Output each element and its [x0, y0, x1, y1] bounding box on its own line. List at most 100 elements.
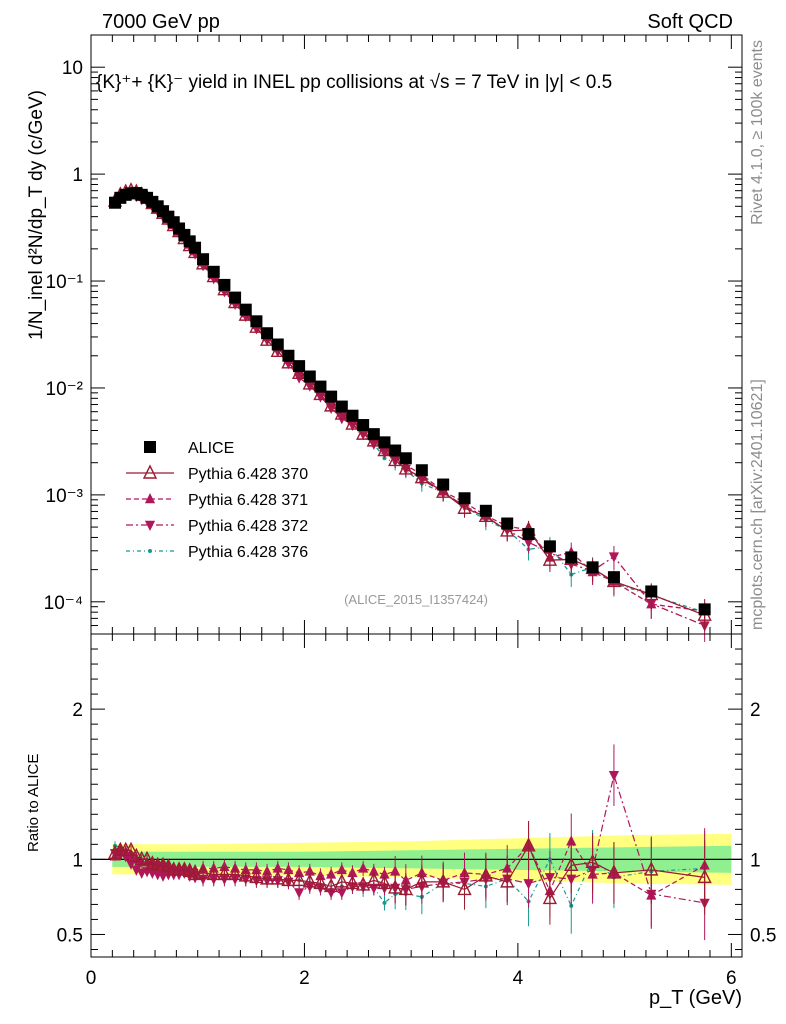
x-tick-label: 2: [299, 968, 310, 989]
ratio-point: [294, 888, 305, 899]
data-point: [189, 241, 202, 254]
data-point: [197, 253, 210, 266]
data-point: [218, 278, 231, 291]
data-point: [229, 291, 242, 304]
data-point: [500, 522, 515, 537]
data-point: [239, 303, 252, 316]
data-point: [522, 528, 535, 541]
x-axis-title: p_T (GeV): [649, 987, 742, 1009]
ratio-point: [377, 874, 392, 890]
ratio-point: [139, 850, 155, 866]
data-point: [291, 364, 307, 380]
data-point: [586, 561, 599, 574]
data-point: [565, 551, 578, 564]
ratio-point: [302, 873, 317, 888]
data-point: [357, 419, 370, 432]
ratio-y-axis-title: Ratio to ALICE: [25, 754, 42, 852]
legend-label: Pythia 6.428 376: [188, 544, 308, 561]
ratio-y-tick-label-right: 2: [750, 700, 761, 721]
main-panel: 10⁻⁴ 10⁻³ 10⁻² 10⁻¹ 1 10 {K}⁺+ {K}⁻ yield in …: [26, 34, 743, 642]
data-point: [437, 478, 450, 491]
ratio-point: [521, 837, 536, 852]
ratio-point: [123, 841, 139, 857]
data-point: [293, 360, 306, 373]
legend-marker: [144, 441, 156, 453]
ratio-point: [608, 771, 620, 782]
ratio-point: [523, 879, 534, 890]
ratio-point: [356, 876, 371, 891]
plot-title: {K}⁺+ {K}⁻ yield in INEL pp collisions a…: [96, 72, 612, 93]
y-axis-title-text: 1/N_inel d²N/dp_T dy (c/GeV): [26, 90, 47, 340]
mcplots-label: mcplots.cern.ch [arXiv:2401.10621]: [749, 379, 766, 630]
ratio-point: [390, 865, 401, 876]
ratio-point: [500, 873, 515, 888]
y-tick-label: 10⁻⁴: [44, 593, 83, 614]
data-point: [398, 460, 413, 475]
data-point: [356, 425, 371, 440]
legend-label: Pythia 6.428 372: [188, 518, 308, 535]
ratio-point: [366, 871, 381, 887]
ratio-axes: 0.5 0.5 1 1 2 2 0 2 4 6: [57, 634, 776, 989]
legend-marker: [144, 520, 156, 531]
ratio-point: [195, 864, 211, 879]
ratio-point: [382, 900, 387, 905]
data-point: [334, 405, 349, 420]
ratio-point: [345, 874, 360, 890]
ratio-point: [542, 889, 558, 905]
ratio-point: [259, 870, 275, 885]
rivet-label: Rivet 4.1.0, ≥ 100k events: [749, 40, 766, 225]
legend-marker: [142, 464, 158, 479]
ratio-y-tick-label: 0.5: [57, 925, 83, 946]
ratio-point: [270, 870, 285, 885]
data-point: [325, 390, 338, 403]
data-point: [608, 552, 620, 563]
data-point: [281, 354, 296, 369]
ratio-point: [182, 862, 197, 878]
ratio-point: [107, 844, 123, 860]
data-point: [302, 375, 317, 390]
ratio-point: [388, 879, 403, 894]
data-point: [542, 551, 558, 566]
ratio-point: [281, 871, 296, 887]
ratio-point: [457, 880, 472, 896]
ratio-y-tick-label-right: 0.5: [750, 925, 776, 946]
data-point: [323, 397, 339, 412]
data-point: [207, 265, 220, 278]
data-point: [282, 349, 295, 362]
ratio-point: [217, 865, 232, 881]
data-point: [250, 315, 263, 328]
ratio-point: [585, 853, 600, 869]
legend: ALICE Pythia 6.428 370 Pythia 6.428 371 Pyt…: [126, 440, 308, 561]
data-point: [346, 409, 359, 422]
data-point: [377, 441, 392, 457]
ratio-y-tick-label: 1: [72, 850, 83, 871]
data-point: [314, 380, 327, 393]
legend-marker: [144, 493, 156, 504]
x-tick-label: 6: [726, 968, 737, 989]
data-point: [388, 451, 403, 467]
ratio-point: [414, 873, 429, 888]
data-point: [414, 469, 429, 484]
y-axis-title: 1/N_inel d²N/dp_T dy (c/GeV): [26, 90, 47, 340]
ratio-point: [347, 866, 358, 878]
ratio-point: [368, 883, 379, 894]
ratio-point: [131, 865, 142, 876]
ratio-frame: [90, 633, 743, 958]
data-point: [458, 492, 471, 505]
ratio-point: [283, 863, 294, 875]
ratio-point: [187, 865, 203, 881]
ratio-point: [398, 880, 413, 896]
ratio-point: [272, 862, 283, 873]
ratio-point: [436, 873, 451, 888]
ratio-point: [227, 865, 243, 881]
y-tick-label: 10⁻¹: [46, 272, 84, 293]
data-point: [543, 540, 556, 553]
y-tick-label: 10⁻³: [46, 486, 84, 507]
data-point: [436, 483, 451, 498]
header-right: Soft QCD: [647, 11, 733, 33]
data-point: [389, 444, 402, 457]
data-point: [261, 327, 274, 340]
ratio-series-pythia-6-428-370: [107, 821, 712, 925]
ratio-point: [336, 888, 347, 899]
